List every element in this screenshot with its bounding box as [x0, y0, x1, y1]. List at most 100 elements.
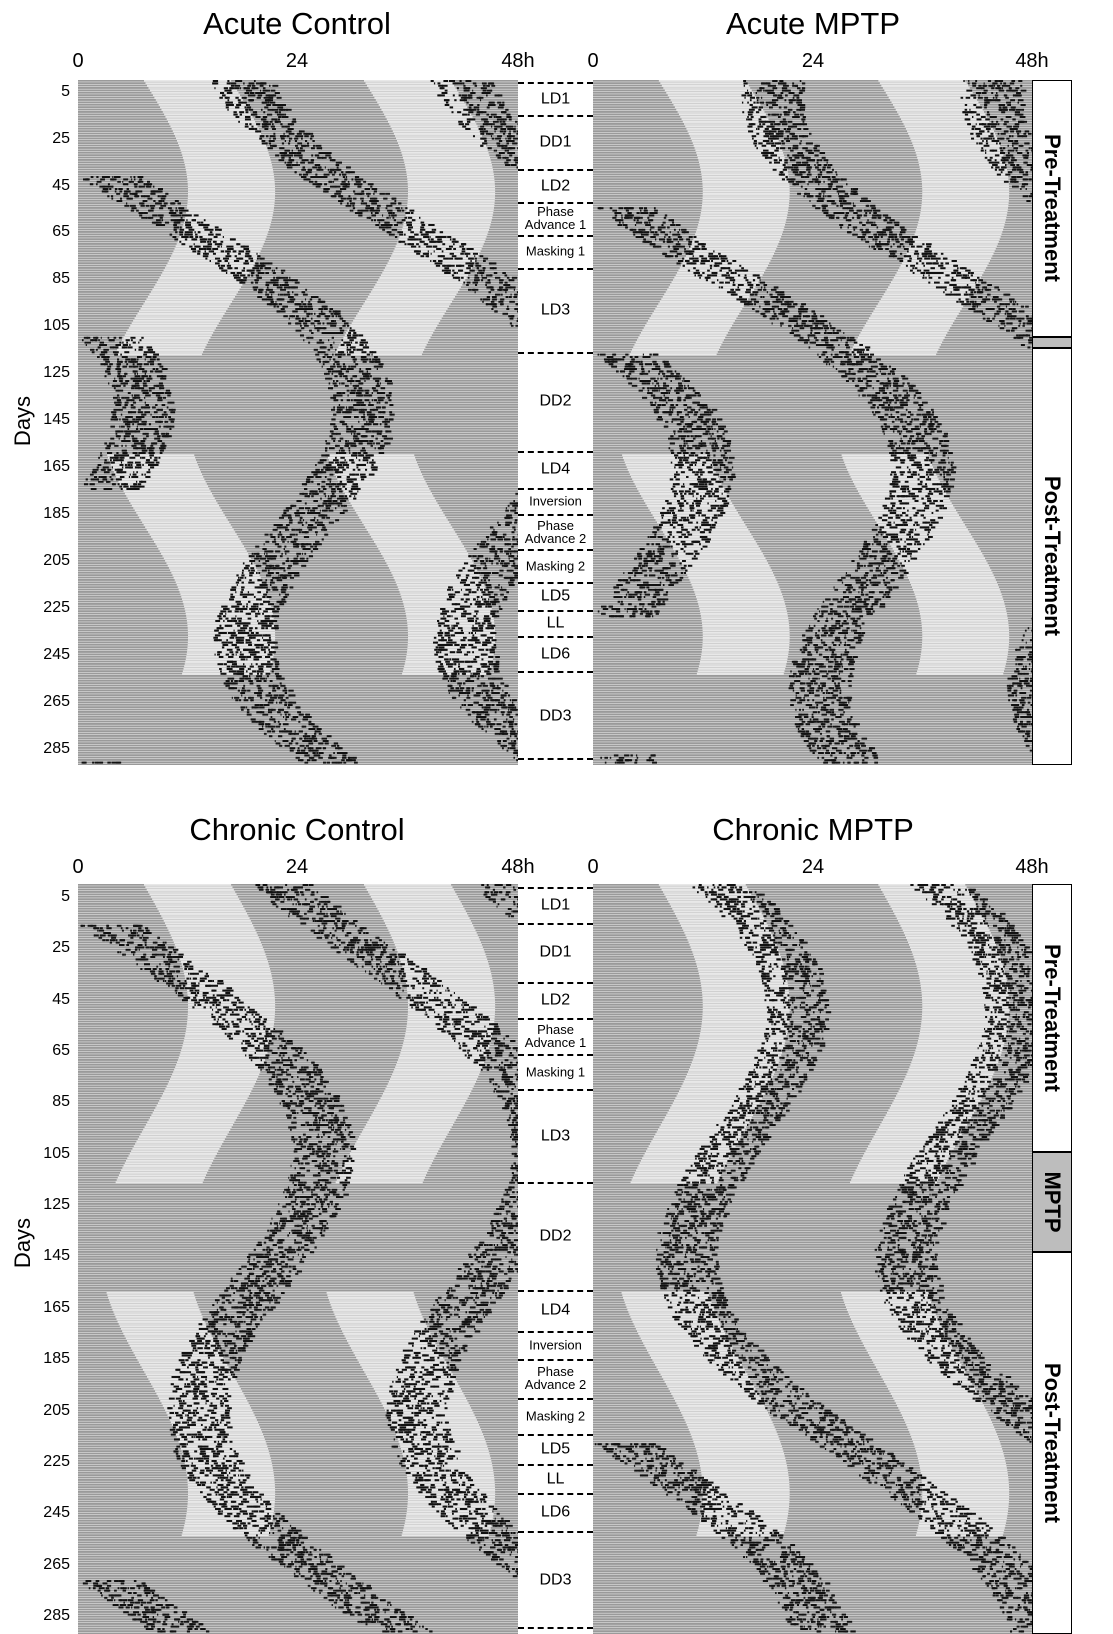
actogram-row-line: [78, 86, 518, 87]
actogram-activity-bout: [368, 394, 373, 397]
actogram-activity-bout: [259, 267, 263, 270]
actogram-activity-bout: [275, 663, 280, 666]
actogram-activity-bout: [135, 190, 139, 193]
actogram-activity-bout: [150, 466, 154, 469]
actogram-activity-bout: [356, 401, 362, 404]
actogram-activity-bout: [431, 231, 436, 234]
actogram-activity-bout: [416, 252, 421, 255]
actogram-activity-bout: [116, 200, 120, 202]
actogram-activity-bout: [474, 276, 480, 279]
actogram-activity-bout: [482, 269, 485, 272]
actogram-light-band: [407, 202, 495, 204]
actogram-activity-bout: [141, 452, 146, 454]
actogram-activity-bout: [358, 408, 363, 411]
actogram-activity-bout: [346, 425, 349, 428]
actogram-activity-bout: [515, 502, 518, 505]
actogram-light-band: [358, 310, 447, 312]
actogram-activity-bout: [240, 636, 245, 639]
actogram-activity-bout: [270, 584, 272, 586]
actogram-activity-bout: [288, 142, 291, 145]
actogram-light-band: [406, 656, 494, 658]
actogram-activity-bout: [286, 166, 293, 169]
actogram-activity-bout: [226, 245, 231, 248]
actogram-activity-bout: [113, 483, 116, 486]
actogram-activity-bout: [274, 660, 280, 663]
actogram-activity-bout: [124, 204, 130, 207]
actogram-activity-bout: [453, 243, 455, 246]
actogram-activity-bout: [314, 180, 318, 183]
actogram-activity-bout: [162, 377, 167, 380]
actogram-activity-bout: [356, 488, 361, 490]
actogram-activity-bout: [310, 296, 315, 298]
actogram-activity-bout: [140, 406, 143, 409]
actogram-activity-bout: [134, 183, 138, 186]
actogram-activity-bout: [263, 663, 269, 666]
actogram-activity-bout: [480, 588, 483, 591]
actogram-light-band: [407, 624, 495, 627]
actogram-activity-bout: [490, 624, 496, 627]
actogram-activity-bout: [114, 188, 118, 190]
actogram-activity-bout: [364, 389, 369, 392]
actogram-activity-bout: [229, 651, 234, 654]
actogram-activity-bout: [281, 116, 285, 118]
actogram-row-line: [78, 108, 518, 109]
actogram-activity-bout: [255, 274, 260, 277]
actogram-activity-bout: [215, 262, 220, 265]
actogram-activity-bout: [130, 377, 135, 380]
actogram-activity-bout: [336, 178, 339, 181]
actogram-activity-bout: [125, 372, 128, 375]
actogram-light-band: [400, 233, 488, 236]
actogram-activity-bout: [345, 440, 348, 442]
actogram-activity-bout: [280, 135, 285, 138]
actogram-activity-bout: [311, 471, 317, 474]
actogram-activity-bout: [157, 399, 163, 402]
actogram-activity-bout: [371, 351, 377, 354]
actogram-row-line: [78, 328, 518, 330]
actogram-row-line: [78, 624, 518, 625]
actogram-activity-bout: [342, 320, 346, 322]
actogram-activity-bout: [313, 509, 315, 512]
actogram-activity-bout: [359, 382, 364, 385]
actogram-activity-bout: [274, 567, 281, 570]
actogram-activity-bout: [243, 245, 249, 248]
actogram-activity-bout: [159, 216, 163, 219]
actogram-activity-bout: [332, 168, 338, 171]
actogram-light-band: [405, 166, 493, 168]
actogram-light-band: [163, 557, 251, 560]
actogram-activity-bout: [291, 128, 294, 130]
actogram-activity-bout: [457, 648, 462, 651]
actogram-activity-bout: [487, 648, 489, 651]
actogram-row-line: [78, 103, 518, 104]
actogram-activity-bout: [325, 442, 331, 445]
actogram-activity-bout: [129, 180, 132, 183]
actogram-light-band: [151, 92, 239, 94]
actogram-activity-bout: [264, 106, 269, 109]
actogram-row-line: [78, 537, 518, 539]
actogram-activity-bout: [169, 428, 172, 430]
actogram-activity-bout: [322, 152, 328, 154]
actogram-activity-bout: [315, 185, 321, 188]
actogram-activity-bout: [125, 406, 127, 409]
actogram-activity-bout: [461, 612, 466, 615]
actogram-activity-bout: [365, 430, 372, 433]
actogram-activity-bout: [116, 452, 119, 454]
actogram-activity-bout: [340, 471, 343, 474]
actogram-activity-bout: [441, 639, 447, 642]
actogram-activity-bout: [462, 245, 464, 248]
actogram-activity-bout: [458, 569, 463, 572]
actogram-activity-bout: [355, 212, 360, 214]
actogram-activity-bout: [342, 197, 346, 200]
actogram-activity-bout: [483, 653, 488, 656]
actogram-activity-bout: [126, 183, 129, 186]
actogram-activity-bout: [467, 617, 472, 620]
actogram-activity-bout: [310, 317, 313, 320]
actogram-activity-bout: [517, 317, 518, 320]
actogram-activity-bout: [198, 248, 204, 250]
actogram-activity-bout: [264, 550, 270, 553]
actogram-activity-bout: [148, 423, 152, 426]
actogram-activity-bout: [159, 214, 163, 217]
actogram-activity-bout: [249, 579, 252, 582]
actogram-activity-bout: [242, 596, 248, 598]
actogram-activity-bout: [287, 164, 292, 166]
actogram-activity-bout: [122, 180, 124, 183]
